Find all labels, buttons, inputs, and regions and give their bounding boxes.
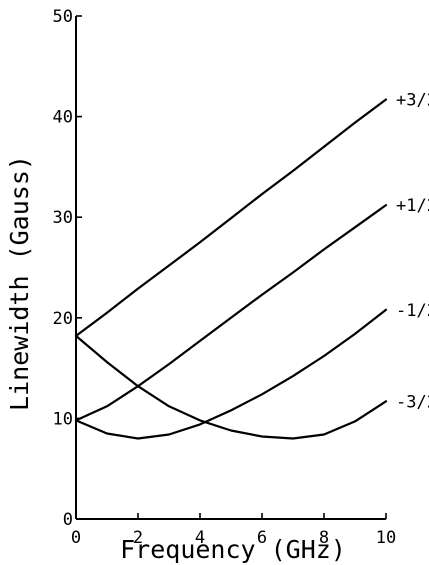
y-tick-label: 20 — [53, 309, 73, 329]
series-label: -3/2 — [396, 392, 429, 412]
series-label: -1/2 — [396, 301, 429, 321]
series-line — [74, 204, 388, 422]
labels: +3/2 +1/2 -1/2 -3/2 — [396, 90, 429, 412]
series-line — [74, 334, 388, 440]
x-axis-title: Frequency (GHz) — [120, 535, 346, 564]
x-tick-label: 8 — [319, 528, 329, 548]
x-tick-label: 4 — [195, 528, 205, 548]
x-tick-label: 0 — [71, 528, 81, 548]
y-tick-label: 10 — [53, 409, 73, 429]
x-tick-label: 10 — [376, 528, 396, 548]
y-tick-label: 30 — [53, 208, 73, 228]
y-tick-label: 50 — [53, 7, 73, 27]
series-line — [74, 98, 388, 337]
series-line — [74, 308, 388, 440]
x-tick-label: 6 — [257, 528, 267, 548]
series-label: +3/2 — [396, 90, 429, 110]
series-label: +1/2 — [396, 196, 429, 216]
axes — [75, 16, 386, 520]
plot-area — [74, 98, 388, 440]
ticks: 0 2 4 6 8 10 0 10 20 30 40 50 — [53, 7, 397, 548]
y-axis-title: Linewidth (Gauss) — [5, 155, 34, 411]
y-tick-label: 40 — [53, 108, 73, 128]
x-tick-label: 2 — [133, 528, 143, 548]
y-tick-label: 0 — [63, 510, 73, 530]
